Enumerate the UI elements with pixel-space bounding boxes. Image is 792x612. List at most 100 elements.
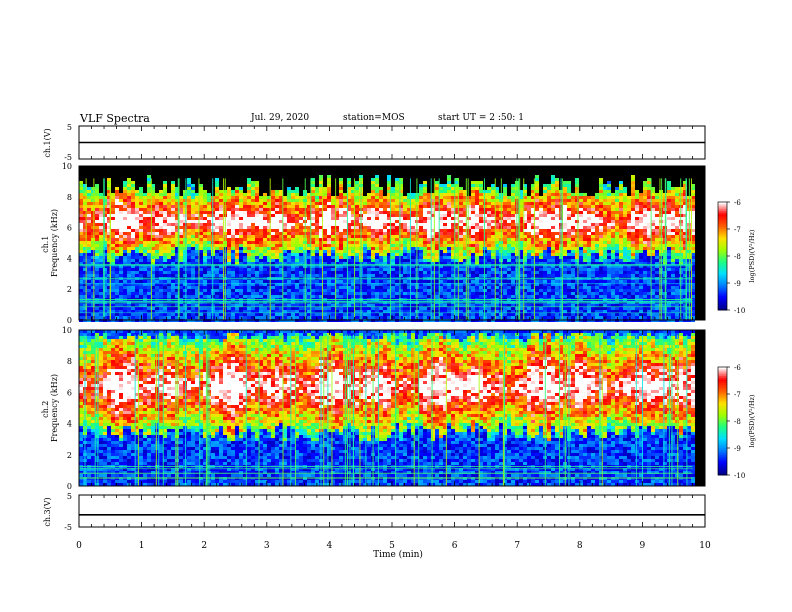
spectrogram-cell — [343, 268, 347, 271]
spectrogram-cell — [251, 187, 255, 190]
spectrogram-cell — [351, 295, 355, 298]
spectrogram-cell — [447, 250, 451, 253]
spectrogram-cell — [107, 220, 111, 223]
spectrogram-cell — [131, 238, 135, 241]
spectrogram-cell — [447, 232, 451, 235]
spectrogram-cell — [431, 250, 435, 253]
spectrogram-cell — [219, 292, 223, 295]
spectrogram-cell — [167, 268, 171, 271]
spectrogram-cell — [295, 244, 299, 247]
spectrogram-cell — [391, 289, 395, 292]
spectrogram-cell — [119, 268, 123, 271]
spectrogram-cell — [243, 256, 247, 259]
spectrogram-cell — [439, 247, 443, 250]
spectrogram-cell — [311, 280, 315, 283]
spectrogram-cell — [307, 262, 311, 265]
spectrogram-cell — [163, 202, 167, 205]
spectrogram-cell — [319, 316, 323, 319]
spectrogram-cell — [487, 211, 491, 214]
spectrogram-cell — [255, 190, 259, 193]
spectrogram-cell — [271, 214, 275, 217]
spectrogram-cell — [387, 277, 391, 280]
spectrogram-cell — [467, 211, 471, 214]
spectrogram-cell — [127, 190, 131, 193]
spectrogram-cell — [471, 202, 475, 205]
spectrogram-cell — [191, 235, 195, 238]
spectrogram-cell — [299, 316, 303, 319]
spectrogram-cell — [403, 316, 407, 319]
spectrogram-cell — [159, 220, 163, 223]
spectrogram-cell — [471, 262, 475, 265]
spectrogram-cell — [287, 202, 291, 205]
spectrogram-cell — [291, 217, 295, 220]
spectrogram-cell — [327, 301, 331, 304]
spectrogram-cell — [371, 214, 375, 217]
spectrogram-cell — [483, 193, 487, 196]
spectrogram-cell — [183, 193, 187, 196]
spectrogram-cell — [151, 250, 155, 253]
spectrogram-cell — [263, 277, 267, 280]
spectrogram-cell — [103, 307, 107, 310]
spectrogram-cell — [423, 262, 427, 265]
spectrogram-cell — [295, 214, 299, 217]
spectrogram-cell — [467, 277, 471, 280]
spectrogram-cell — [175, 316, 179, 319]
spectrogram-cell — [375, 283, 379, 286]
spectrogram-cell — [127, 304, 131, 307]
spectrogram-cell — [99, 283, 103, 286]
spectrogram-cell — [291, 229, 295, 232]
spectrogram-cell — [387, 280, 391, 283]
spectrogram-cell — [231, 295, 235, 298]
spectrogram-cell — [347, 193, 351, 196]
spectrogram-cell — [511, 208, 515, 211]
spectrogram-cell — [115, 244, 119, 247]
spectrogram-cell — [207, 316, 211, 319]
spectrogram-cell — [219, 214, 223, 217]
spectrogram-cell — [143, 244, 147, 247]
spectrogram-cell — [167, 316, 171, 319]
spectrogram-cell — [471, 184, 475, 187]
spectrogram-cell — [371, 274, 375, 277]
spectrogram-cell — [399, 205, 403, 208]
spectrogram-cell — [155, 193, 159, 196]
spectrogram-cell — [131, 190, 135, 193]
spectrogram-cell — [163, 229, 167, 232]
spectrogram-cell — [159, 292, 163, 295]
spectrogram-cell — [87, 211, 91, 214]
spectrogram-cell — [471, 265, 475, 268]
spectrogram-cell — [363, 211, 367, 214]
spectrogram-cell — [215, 289, 219, 292]
spectrogram-cell — [87, 289, 91, 292]
spectrogram-cell — [195, 229, 199, 232]
spectrogram-cell — [259, 301, 263, 304]
spectrogram-cell — [275, 280, 279, 283]
spectrogram-cell — [299, 292, 303, 295]
spectrogram-cell — [371, 205, 375, 208]
spectrogram-cell — [459, 235, 463, 238]
spectrogram-cell — [403, 247, 407, 250]
spectrogram-cell — [467, 241, 471, 244]
spectrogram-cell — [231, 256, 235, 259]
spectrogram-cell — [195, 220, 199, 223]
spectrogram-cell — [107, 295, 111, 298]
spectrogram-cell — [83, 277, 87, 280]
spectrogram-cell — [275, 274, 279, 277]
spectrogram-cell — [207, 274, 211, 277]
spectrogram-cell — [335, 286, 339, 289]
spectrogram-cell — [199, 184, 203, 187]
spectrogram-cell — [423, 268, 427, 271]
spectrogram-cell — [491, 265, 495, 268]
spectrogram-cell — [263, 283, 267, 286]
spectrogram-cell — [447, 202, 451, 205]
spectrogram-cell — [467, 301, 471, 304]
spectrogram-cell — [391, 310, 395, 313]
spectrogram-cell — [227, 307, 231, 310]
spectrogram-cell — [419, 253, 423, 256]
spectrogram-cell — [511, 205, 515, 208]
spectrogram-cell — [451, 217, 455, 220]
spectrogram-cell — [323, 295, 327, 298]
spectrogram-cell — [235, 208, 239, 211]
spectrogram-cell — [475, 262, 479, 265]
spectrogram-cell — [119, 235, 123, 238]
spectrogram-cell — [183, 307, 187, 310]
